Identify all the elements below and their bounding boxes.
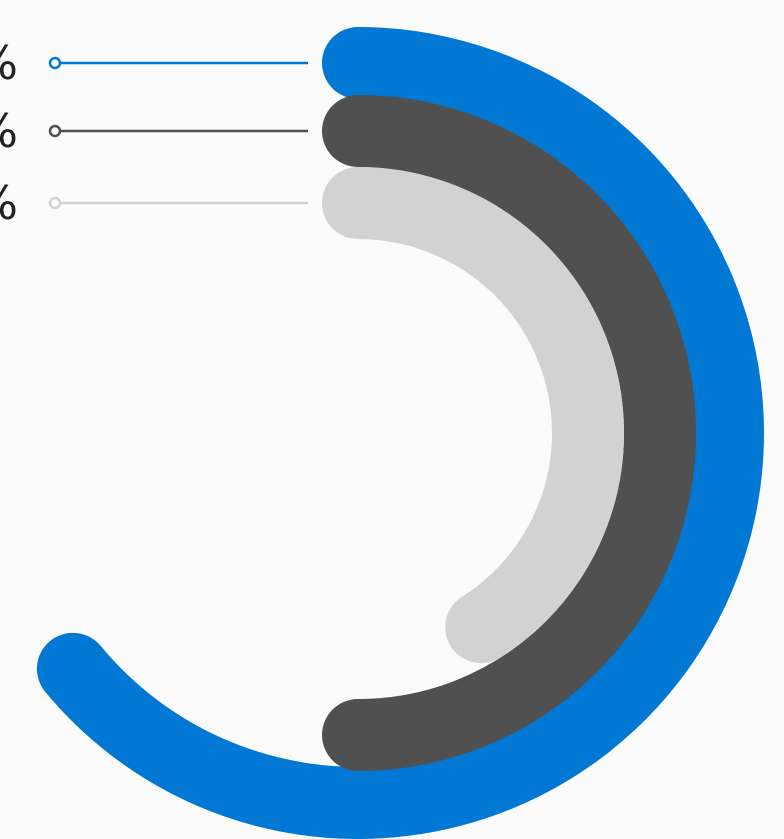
leader-dot-1 [48,56,62,70]
ring-arc-1 [36,27,764,839]
value-label-3: 41% [0,176,18,230]
value-label-2: 50% [0,104,18,158]
ring-arc-3 [322,167,624,664]
rings-group [36,27,764,839]
value-label-1: 64% [0,36,18,90]
leader-dot-3 [48,196,62,210]
legend-group: 64% 50% 41% [0,36,308,230]
leader-dot-2 [48,124,62,138]
ring-arc-2 [322,95,696,771]
